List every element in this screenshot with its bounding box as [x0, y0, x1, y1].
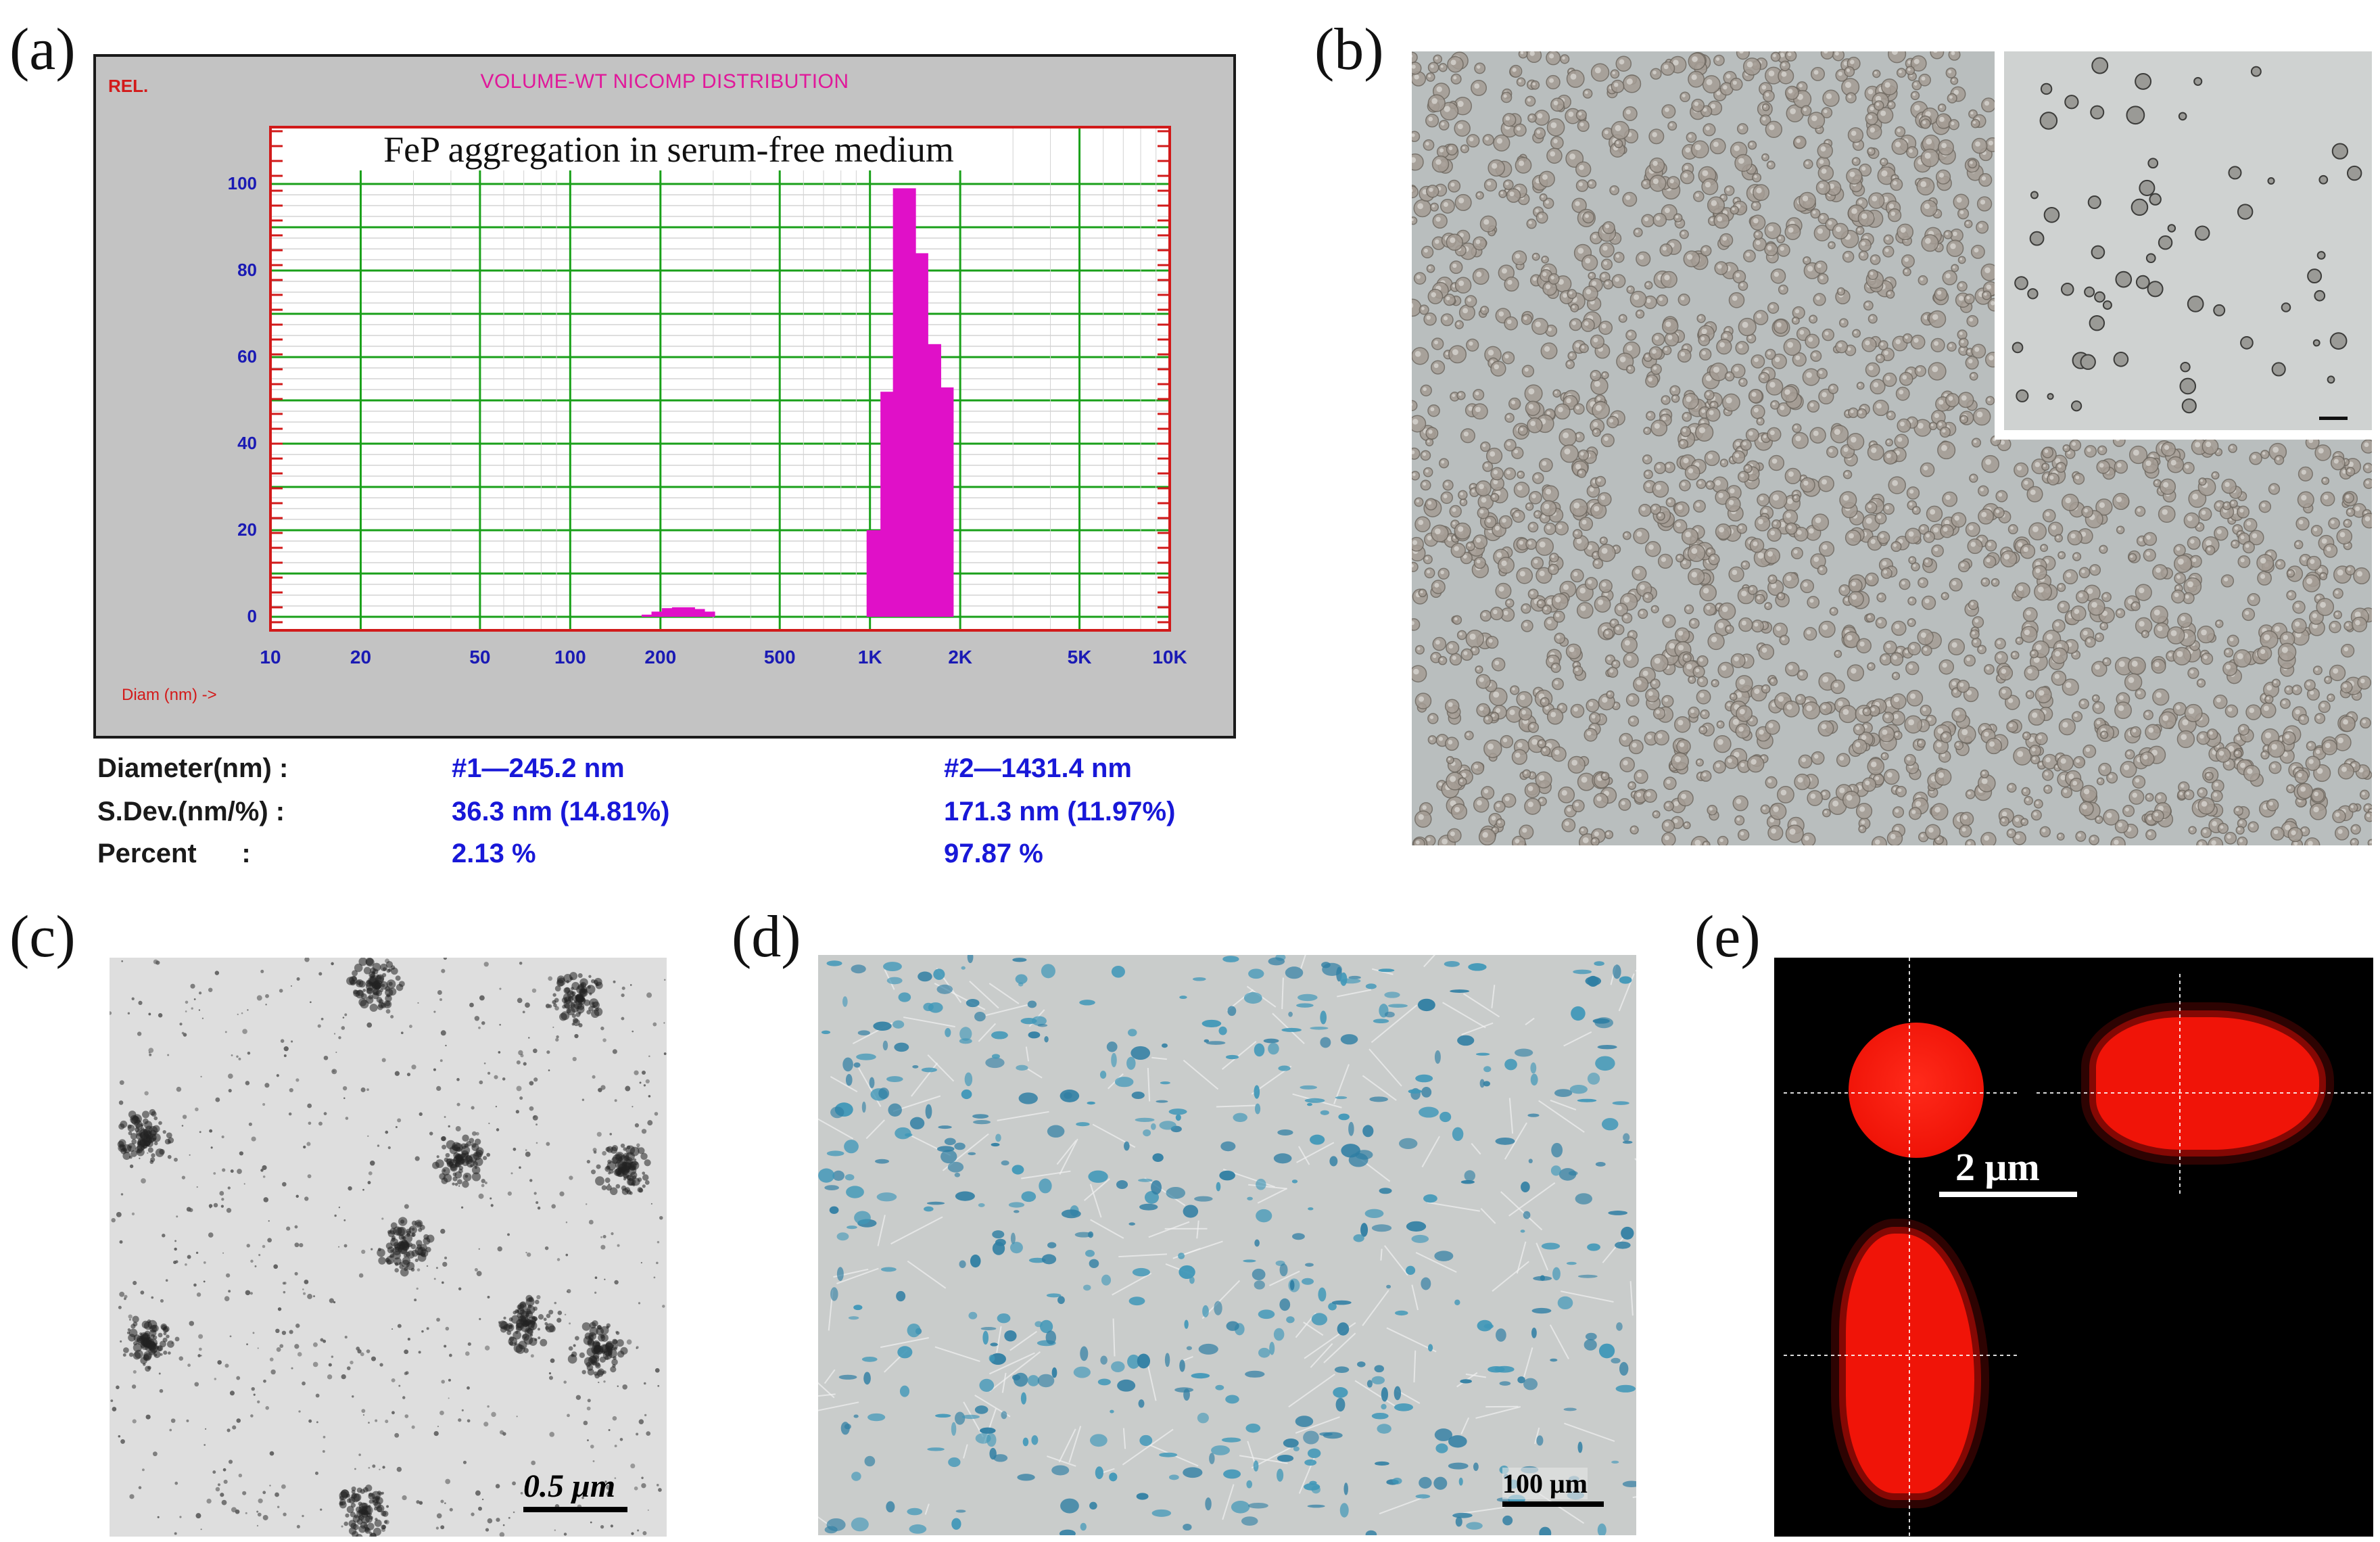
tem-scale-label: 0.5 μm — [523, 1468, 616, 1504]
y-tick-label: 100 — [227, 173, 257, 193]
tem-micrograph: 0.5 μm — [110, 958, 667, 1537]
y-tick-label: 60 — [237, 346, 257, 367]
plot-area — [269, 126, 1171, 632]
tem-aggregates — [110, 958, 667, 1537]
panel-label-b: (b) — [1314, 17, 1384, 83]
x-tick-label: 200 — [644, 647, 677, 668]
stats-percent-key: Percent : — [97, 839, 251, 868]
panel-label-a: (a) — [9, 17, 76, 83]
histogram-bar — [930, 387, 954, 617]
panel-label-c: (c) — [9, 904, 76, 970]
x-tick-label: 5K — [1067, 647, 1092, 668]
confocal-orthogonal-views: 2 μm — [1774, 958, 2373, 1537]
stats-sdev-peak1: 36.3 nm (14.81%) — [452, 797, 670, 826]
x-tick-label: 50 — [469, 647, 491, 668]
stats-sdev-key: S.Dev.(nm/%) : — [97, 797, 285, 826]
y-tick-label: 0 — [247, 606, 257, 626]
nicomp-distribution-window: REL. VOLUME-WT NICOMP DISTRIBUTION FeP a… — [93, 54, 1236, 739]
cells-scale-label: 100 μm — [1502, 1468, 1588, 1499]
stats-diameter-key: Diameter(nm) : — [97, 753, 289, 783]
droplet-field — [1412, 51, 2372, 845]
x-tick-label: 20 — [350, 647, 372, 668]
distribution-chart — [269, 126, 1171, 632]
plot-border — [269, 126, 1171, 632]
panel-label-e: (e) — [1694, 904, 1761, 970]
stained-cells-micrograph: 100 μm — [818, 955, 1636, 1535]
panel-label-d: (d) — [732, 904, 801, 970]
droplet-micrograph — [1412, 51, 2372, 845]
y-tick-label: 40 — [237, 433, 257, 453]
confocal-scale-label: 2 μm — [1955, 1145, 2040, 1189]
stats-sdev-peak2: 171.3 nm (11.97%) — [944, 797, 1176, 826]
confocal-scale-bar — [1939, 1192, 2077, 1197]
xy-particle — [1849, 1023, 1984, 1158]
x-tick-label: 10 — [260, 647, 281, 668]
x-tick-label: 2K — [948, 647, 972, 668]
histogram-bar — [692, 611, 715, 617]
orthogonal-crosshairs — [1784, 958, 2372, 1537]
stats-diameter-peak2: #2—1431.4 nm — [944, 753, 1132, 783]
chart-caption: FeP aggregation in serum-free medium — [326, 128, 1012, 171]
x-tick-label: 100 — [554, 647, 586, 668]
y-tick-label: 20 — [237, 519, 257, 540]
stats-percent-peak1: 2.13 % — [452, 839, 536, 868]
cells-scale-bar — [1502, 1501, 1604, 1507]
x-tick-label: 10K — [1152, 647, 1187, 668]
inset-frame — [1995, 51, 2372, 440]
x-axis-label: Diam (nm) -> — [122, 686, 217, 704]
inset-scale-bar — [2319, 417, 2348, 420]
y-axis-unit-label: REL. — [108, 76, 149, 96]
chart-title: VOLUME-WT NICOMP DISTRIBUTION — [480, 70, 849, 93]
tem-scale-bar — [523, 1507, 627, 1512]
inset-droplets — [2012, 57, 2362, 414]
x-tick-label: 1K — [857, 647, 882, 668]
x-tick-label: 500 — [763, 647, 796, 668]
stats-percent-peak2: 97.87 % — [944, 839, 1043, 868]
blue-stained-deposits — [818, 955, 1636, 1535]
stats-diameter-peak1: #1—245.2 nm — [452, 753, 625, 783]
xz-particle — [2096, 1017, 2319, 1150]
inset-micrograph — [2004, 51, 2372, 430]
y-tick-label: 80 — [237, 260, 257, 280]
